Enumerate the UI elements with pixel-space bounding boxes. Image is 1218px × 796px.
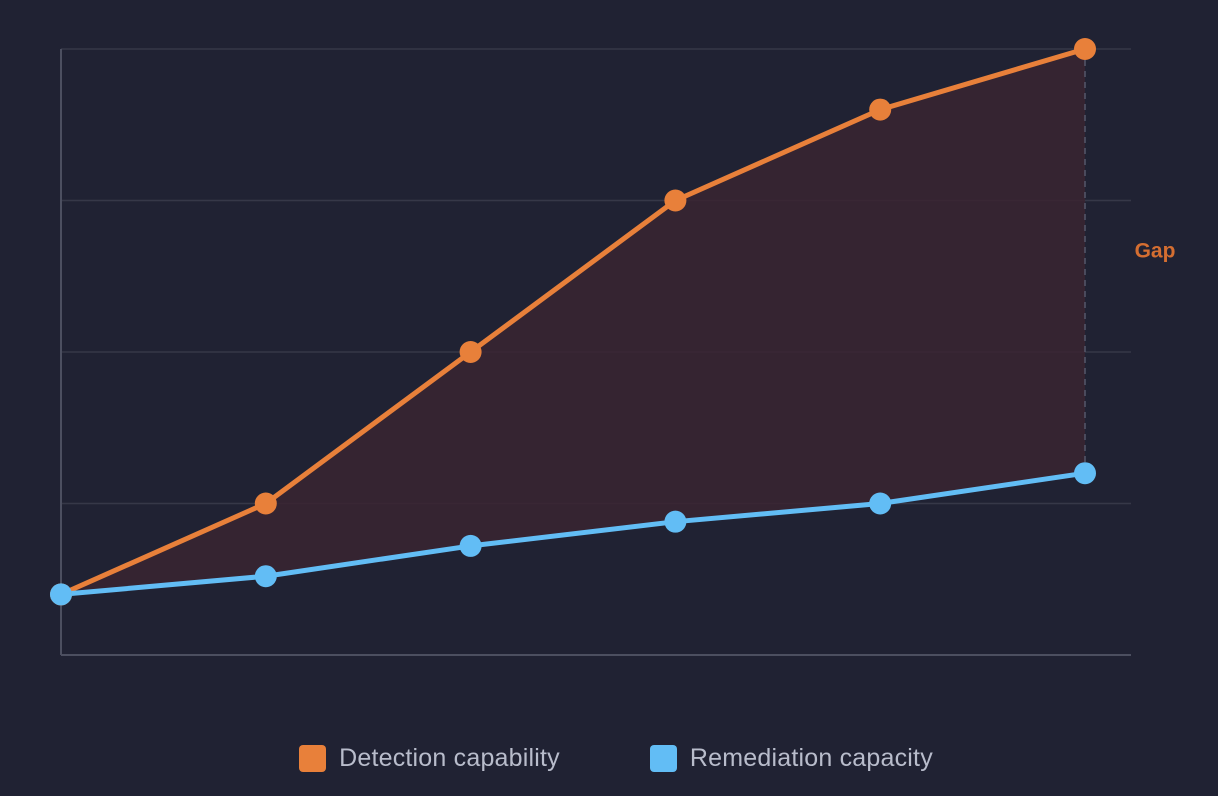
legend-item-remediation[interactable]: Remediation capacity bbox=[649, 744, 933, 773]
legend-swatch-remediation bbox=[649, 745, 677, 772]
remediation-point-4 bbox=[869, 492, 892, 515]
gap-annotation-label: Gap bbox=[1135, 240, 1176, 263]
legend-swatch-detection bbox=[299, 745, 327, 772]
legend-label-remediation: Remediation capacity bbox=[689, 744, 933, 772]
chart-legend: Detection capability Remediation capacit… bbox=[0, 744, 1218, 773]
series-line-remediation bbox=[58, 470, 1088, 597]
detection-point-2 bbox=[459, 341, 482, 363]
remediation-point-1 bbox=[254, 565, 277, 588]
legend-item-detection[interactable]: Detection capability bbox=[299, 744, 560, 773]
remediation-point-3 bbox=[664, 510, 687, 533]
detection-point-3 bbox=[664, 189, 687, 212]
detection-point-4 bbox=[869, 98, 892, 121]
remediation-point-2 bbox=[459, 534, 482, 557]
remediation-point-5 bbox=[1074, 462, 1096, 485]
detection-point-1 bbox=[254, 492, 277, 515]
detection-point-5 bbox=[1074, 38, 1096, 60]
gap-area bbox=[61, 49, 1085, 595]
legend-label-detection: Detection capability bbox=[339, 744, 560, 772]
series-line-detection bbox=[58, 46, 1088, 597]
remediation-point-0 bbox=[50, 583, 72, 606]
